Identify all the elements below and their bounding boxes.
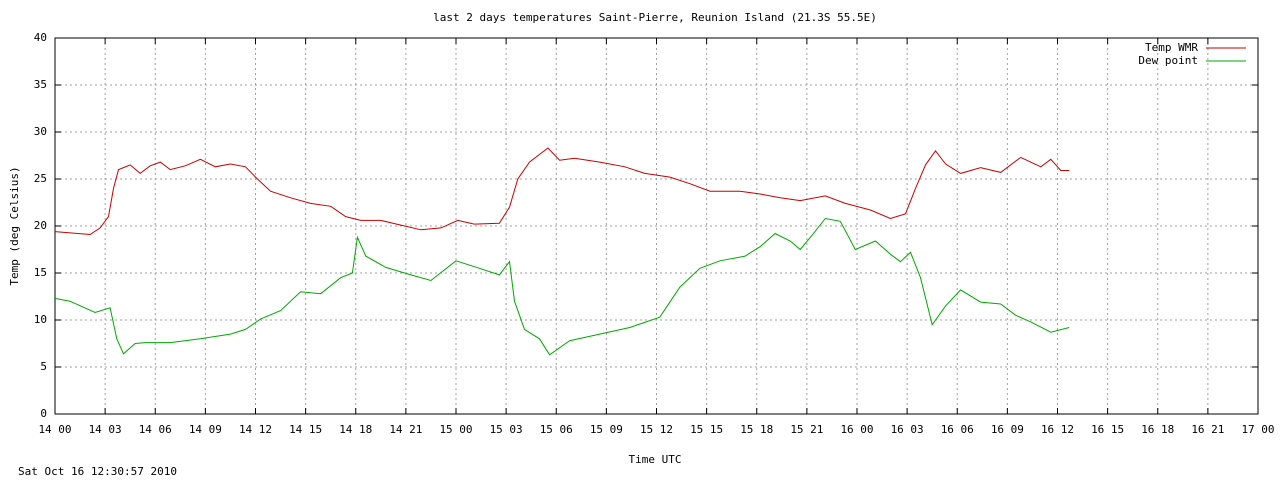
x-tick-label: 16 03 [891, 423, 924, 436]
footer-timestamp: Sat Oct 16 12:30:57 2010 [18, 465, 177, 478]
legend-label: Temp WMR [1145, 41, 1198, 54]
x-tick-label: 16 18 [1141, 423, 1174, 436]
x-tick-label: 15 09 [590, 423, 623, 436]
x-tick-label: 15 03 [490, 423, 523, 436]
x-tick-label: 16 15 [1091, 423, 1124, 436]
x-tick-label: 14 12 [239, 423, 272, 436]
x-tick-label: 16 12 [1041, 423, 1074, 436]
x-tick-label: 15 12 [640, 423, 673, 436]
x-tick-label: 14 09 [189, 423, 222, 436]
series-line [54, 217, 1070, 356]
x-tick-label: 15 00 [439, 423, 472, 436]
x-tick-label: 14 21 [389, 423, 422, 436]
x-tick-label: 14 15 [289, 423, 322, 436]
legend-label: Dew point [1138, 54, 1198, 67]
x-tick-label: 14 18 [339, 423, 372, 436]
x-tick-label: 14 00 [38, 423, 71, 436]
plot-frame [54, 37, 1259, 415]
x-tick-label: 16 00 [840, 423, 873, 436]
y-tick-label: 20 [34, 219, 47, 232]
y-tick-label: 0 [40, 407, 47, 420]
x-tick-label: 16 21 [1191, 423, 1224, 436]
y-tick-label: 25 [34, 172, 47, 185]
y-tick-label: 10 [34, 313, 47, 326]
y-tick-label: 40 [34, 31, 47, 44]
x-tick-label: 14 06 [139, 423, 172, 436]
x-axis-label: Time UTC [629, 453, 682, 466]
y-tick-label: 30 [34, 125, 47, 138]
y-tick-label: 35 [34, 78, 47, 91]
x-tick-label: 17 00 [1241, 423, 1274, 436]
x-tick-label: 15 15 [690, 423, 723, 436]
x-tick-label: 14 03 [89, 423, 122, 436]
series-line [54, 147, 1070, 236]
y-tick-label: 5 [40, 360, 47, 373]
x-tick-label: 15 18 [740, 423, 773, 436]
y-tick-label: 15 [34, 266, 47, 279]
x-tick-label: 16 09 [991, 423, 1024, 436]
x-tick-label: 15 06 [540, 423, 573, 436]
chart-title: last 2 days temperatures Saint-Pierre, R… [433, 11, 877, 24]
x-tick-label: 15 21 [790, 423, 823, 436]
y-axis-label: Temp (deg Celsius) [8, 166, 21, 285]
x-tick-label: 16 06 [941, 423, 974, 436]
